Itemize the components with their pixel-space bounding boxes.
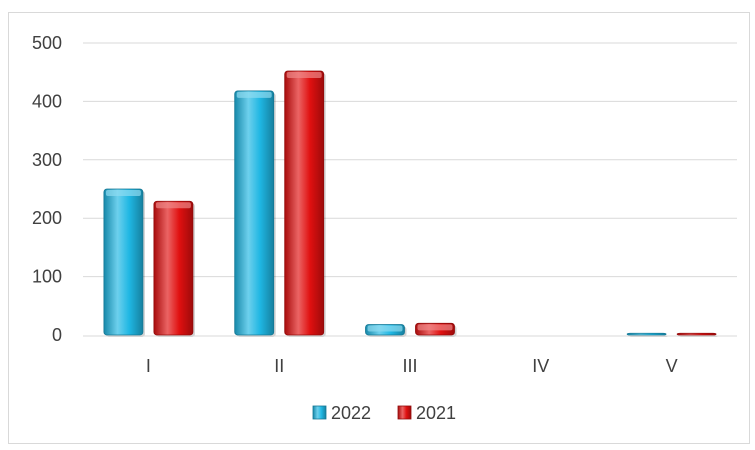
legend-item-2022: 2022 [312,403,371,423]
x-axis-ticks: I II III IV V [146,356,678,376]
x-tick-label: I [146,356,151,376]
y-tick-label: 400 [32,91,62,111]
y-tick-label: 100 [32,267,62,287]
y-axis-ticks: 0 100 200 300 400 500 [32,33,62,345]
y-tick-label: 0 [52,325,62,345]
bar-2021-III [415,322,457,337]
x-tick-label: II [274,356,284,376]
x-tick-label: III [402,356,417,376]
legend-item-2021: 2021 [397,403,456,423]
bar-2022-III [365,324,407,337]
bar-2021-II [284,70,326,338]
legend-swatch [397,405,412,420]
bar-2022-I [103,188,145,337]
x-tick-label: IV [532,356,549,376]
y-tick-label: 500 [32,33,62,53]
y-tick-label: 200 [32,208,62,228]
y-tick-label: 300 [32,150,62,170]
legend-label: 2021 [416,403,456,423]
legend-label: 2022 [331,403,371,423]
bar-2022-II [234,90,276,337]
legend-swatch [312,405,327,420]
legend: 2022 2021 [312,403,456,423]
bars [103,70,719,338]
x-tick-label: V [666,356,678,376]
bar-2021-I [153,200,195,337]
